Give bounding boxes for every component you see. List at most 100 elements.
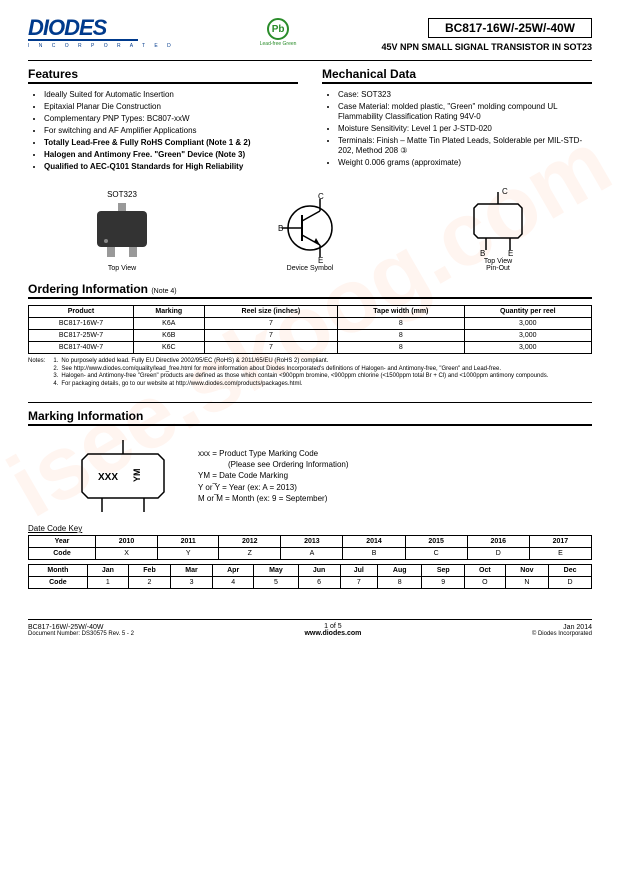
table-header: 2012	[219, 536, 281, 548]
package-diagram: SOT323 Top View	[82, 190, 162, 272]
footer-date: Jan 2014	[532, 624, 592, 631]
table-header: Mar	[171, 565, 213, 577]
table-header: 2014	[343, 536, 405, 548]
table-cell: O	[465, 577, 505, 589]
table-cell: D	[467, 548, 529, 560]
table-cell: 8	[338, 330, 464, 342]
table-header: Jun	[298, 565, 340, 577]
table-header: Marking	[133, 306, 204, 318]
table-header: Month	[29, 565, 88, 577]
notes-label: Notes:	[28, 358, 49, 388]
features-item: Ideally Suited for Automatic Insertion	[44, 90, 298, 100]
table-header: 2017	[529, 536, 591, 548]
month-table: MonthJanFebMarAprMayJunJulAugSepOctNovDe…	[28, 564, 592, 589]
note-item: 1.No purposely added lead. Fully EU Dire…	[49, 358, 592, 366]
ordering-heading: Ordering Information (Note 4)	[28, 282, 592, 299]
note-item: 3.Halogen- and Antimony-free "Green" pro…	[49, 373, 592, 381]
table-header: Jul	[340, 565, 377, 577]
table-header: Feb	[129, 565, 171, 577]
footer-part: BC817-16W/-25W/-40W	[28, 624, 134, 631]
pb-badge: Pb Lead-free Green	[260, 18, 297, 47]
table-cell: BC817-40W-7	[29, 342, 134, 354]
device-symbol-label: Device Symbol	[270, 265, 350, 272]
table-cell: 6	[298, 577, 340, 589]
mechanical-item: Moisture Sensitivity: Level 1 per J-STD-…	[338, 124, 592, 134]
footer-copyright: © Diodes Incorporated	[532, 631, 592, 637]
table-header: Nov	[505, 565, 549, 577]
pin-c-label: C	[318, 193, 324, 201]
features-item: Totally Lead-Free & Fully RoHS Compliant…	[44, 138, 298, 148]
table-cell: Y	[158, 548, 219, 560]
marking-line: (Please see Ordering Information)	[198, 459, 349, 470]
table-cell: 8	[338, 342, 464, 354]
table-header: May	[254, 565, 298, 577]
footer: BC817-16W/-25W/-40W Document Number: DS3…	[28, 619, 592, 637]
mechanical-section: Mechanical Data Case: SOT323 Case Materia…	[322, 67, 592, 174]
table-cell: 1	[87, 577, 128, 589]
table-cell: K6A	[133, 318, 204, 330]
table-cell: K6C	[133, 342, 204, 354]
table-cell: K6B	[133, 330, 204, 342]
marking-line: Y or ̅Y = Year (ex: A = 2013)	[198, 482, 349, 493]
table-cell: 7	[204, 330, 338, 342]
svg-text:E: E	[508, 249, 513, 256]
features-item: Complementary PNP Types: BC807-xxW	[44, 114, 298, 124]
mechanical-heading: Mechanical Data	[322, 67, 592, 84]
transistor-symbol-icon: B C E	[270, 193, 350, 263]
subtitle: 45V NPN SMALL SIGNAL TRANSISTOR IN SOT23	[381, 42, 592, 52]
table-cell: D	[549, 577, 592, 589]
pinout-icon: C B E	[458, 186, 538, 256]
table-cell: 8	[378, 577, 422, 589]
pb-icon: Pb	[267, 18, 289, 40]
features-heading: Features	[28, 67, 298, 84]
table-cell: 3,000	[464, 330, 591, 342]
table-cell: Code	[29, 577, 88, 589]
notes-block: Notes: 1.No purposely added lead. Fully …	[28, 358, 592, 388]
table-header: 2015	[405, 536, 467, 548]
footer-url: www.diodes.com	[304, 630, 361, 637]
pinout-diagram: C B E Top View Pin-Out	[458, 186, 538, 272]
top-view-label: Top View	[82, 265, 162, 272]
table-cell: 3	[171, 577, 213, 589]
pinout-label: Top View Pin-Out	[458, 258, 538, 272]
table-header: Apr	[213, 565, 254, 577]
features-section: Features Ideally Suited for Automatic In…	[28, 67, 298, 174]
footer-page: 1 of 5	[304, 623, 361, 630]
table-header: Tape width (mm)	[338, 306, 464, 318]
table-header: Product	[29, 306, 134, 318]
ordering-table: ProductMarkingReel size (inches)Tape wid…	[28, 305, 592, 354]
table-cell: 2	[129, 577, 171, 589]
title-block: BC817-16W/-25W/-40W 45V NPN SMALL SIGNAL…	[381, 18, 592, 52]
marking-package-icon: XXX YM	[68, 436, 178, 516]
table-header: 2016	[467, 536, 529, 548]
note-item: 2.See http://www.diodes.com/quality/lead…	[49, 366, 592, 374]
mechanical-item: Case Material: molded plastic, "Green" m…	[338, 102, 592, 122]
mechanical-item: Case: SOT323	[338, 90, 592, 100]
datecode-label: Date Code Key	[28, 524, 592, 533]
features-item: Epitaxial Planar Die Construction	[44, 102, 298, 112]
mechanical-item: Terminals: Finish – Matte Tin Plated Lea…	[338, 136, 592, 156]
table-cell: C	[405, 548, 467, 560]
mechanical-item: Weight 0.006 grams (approximate)	[338, 158, 592, 168]
features-item: Qualified to AEC-Q101 Standards for High…	[44, 162, 298, 172]
table-header: Quantity per reel	[464, 306, 591, 318]
table-cell: BC817-16W-7	[29, 318, 134, 330]
pin-e-label: E	[318, 256, 323, 263]
table-header: Dec	[549, 565, 592, 577]
logo: DIODES I N C O R P O R A T E D	[28, 18, 175, 49]
table-cell: 4	[213, 577, 254, 589]
symbol-diagram: B C E Device Symbol	[270, 193, 350, 272]
table-cell: A	[281, 548, 343, 560]
table-cell: 9	[422, 577, 465, 589]
table-cell: BC817-25W-7	[29, 330, 134, 342]
table-cell: Code	[29, 548, 96, 560]
svg-text:XXX: XXX	[98, 472, 118, 483]
logo-subtext: I N C O R P O R A T E D	[28, 43, 175, 49]
table-header: 2011	[158, 536, 219, 548]
table-cell: E	[529, 548, 591, 560]
pin-b-label: B	[278, 224, 283, 233]
table-header: 2010	[95, 536, 157, 548]
table-cell: 8	[338, 318, 464, 330]
sot-package-icon	[82, 203, 162, 263]
table-cell: 7	[204, 342, 338, 354]
